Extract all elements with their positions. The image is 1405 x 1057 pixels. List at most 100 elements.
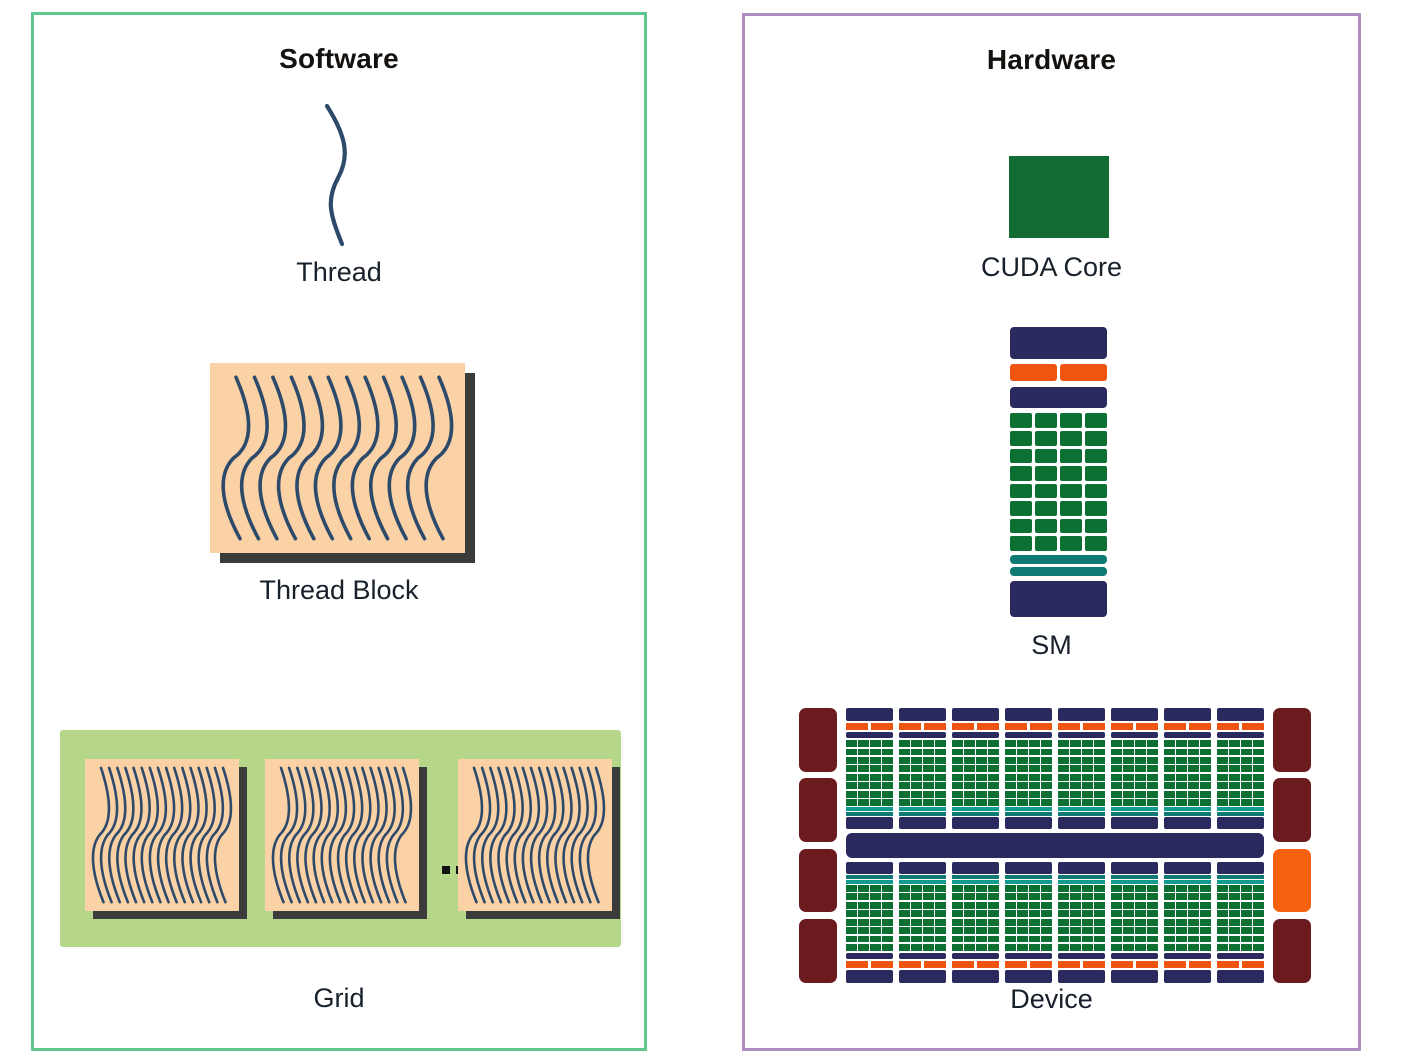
device-sm-core-cell xyxy=(1123,935,1134,943)
device-sm-core-cell xyxy=(964,935,975,943)
device-sm-dispatch-unit xyxy=(1135,961,1158,968)
device-sm-core-cell xyxy=(1229,935,1240,943)
device-sm-core-cell xyxy=(1111,910,1122,918)
device-sm-core-cell xyxy=(1164,935,1175,943)
sm-cuda-core-cell xyxy=(1010,413,1032,429)
thread-line xyxy=(258,375,288,541)
device-sm-core-cell xyxy=(1029,910,1040,918)
device-sm-core-cell xyxy=(1253,748,1264,756)
sm-dispatch-units xyxy=(1010,364,1107,382)
device-sm-core-cell xyxy=(1041,884,1052,892)
device-sm-core-cell xyxy=(911,799,922,807)
device-sm-core-array xyxy=(1005,884,1052,951)
device-sm-core-cell xyxy=(1164,756,1175,764)
device-sm-lsu-2 xyxy=(1058,811,1105,816)
device-sm-core-cell xyxy=(1147,884,1158,892)
device-sm-register-file xyxy=(899,952,946,960)
device-sm-core-cell xyxy=(1017,756,1028,764)
device-sm-core-array xyxy=(1111,884,1158,951)
device-sm-core-cell xyxy=(1094,935,1105,943)
device-sm-core-cell xyxy=(1164,790,1175,798)
device-sm-core-cell xyxy=(1123,918,1134,926)
device-sm-core-cell xyxy=(935,740,946,747)
device-sm-core-cell xyxy=(870,927,881,935)
device-sm-core-cell xyxy=(935,765,946,773)
device-sm-core-cell xyxy=(1147,748,1158,756)
sm-caption: SM xyxy=(1031,630,1072,660)
device-sm-core-cell xyxy=(952,765,963,773)
device-sm-dispatch xyxy=(899,961,946,968)
thread-line xyxy=(481,766,500,904)
device-sm-dispatch xyxy=(1164,723,1211,730)
device-sm-core-cell xyxy=(1147,910,1158,918)
device-sm-core-cell xyxy=(1200,782,1211,790)
cuda-core-icon xyxy=(1009,156,1109,238)
device-sm-core-cell xyxy=(882,927,893,935)
device-sm-core-cell xyxy=(1253,765,1264,773)
device-sm-core-cell xyxy=(1200,756,1211,764)
device-sm-core-cell xyxy=(1200,935,1211,943)
device-sm-core-cell xyxy=(1111,918,1122,926)
device-sm-core-cell xyxy=(1229,910,1240,918)
device-sm-core-cell xyxy=(1123,799,1134,807)
grid-block-3-face xyxy=(458,759,612,911)
device-sm-core-cell xyxy=(923,748,934,756)
device-sm-core-cell xyxy=(1229,927,1240,935)
device-sm-core-cell xyxy=(846,910,857,918)
device-sm-core-cell xyxy=(858,910,869,918)
device-sm-core-cell xyxy=(1082,901,1093,909)
device-sm-core-cell xyxy=(1229,790,1240,798)
device-sm-core-cell xyxy=(1229,943,1240,951)
software-panel-title: Software xyxy=(279,43,399,74)
thread-line xyxy=(99,766,119,904)
device-sm-core-cell xyxy=(976,799,987,807)
device-sm-core-array xyxy=(1111,740,1158,807)
device-sm-core-cell xyxy=(1123,748,1134,756)
device-sm-core-cell xyxy=(899,756,910,764)
cuda-core-caption: CUDA Core xyxy=(980,252,1123,282)
device-sm-core-cell xyxy=(1241,918,1252,926)
device-sm-core-cell xyxy=(1176,756,1187,764)
device-sm-shared-memory xyxy=(1005,816,1052,830)
device-sm-core-cell xyxy=(1229,748,1240,756)
device-sm-core-cell xyxy=(911,901,922,909)
device-sm-core-cell xyxy=(1111,782,1122,790)
device-sm-core-cell xyxy=(1188,935,1199,943)
device-sm-core-cell xyxy=(1229,756,1240,764)
device-sm-core-cell xyxy=(1147,756,1158,764)
device-sm-core-cell xyxy=(1017,765,1028,773)
device-sm-core-cell xyxy=(1241,765,1252,773)
device-sm-core-cell xyxy=(1111,927,1122,935)
device-sm-lsu-1 xyxy=(952,807,999,811)
device-sm-lsu-1 xyxy=(1217,880,1264,884)
device-sm-shared-memory xyxy=(899,816,946,830)
device-sm-core-cell xyxy=(911,918,922,926)
sm-lsu-bar-1 xyxy=(1010,555,1107,565)
device-sm-core-cell xyxy=(923,765,934,773)
thread-line xyxy=(91,766,111,904)
device-sm-core-cell xyxy=(846,782,857,790)
thread-line xyxy=(276,375,306,541)
device-sm-core-cell xyxy=(1041,943,1052,951)
device-sm-core-cell xyxy=(1164,782,1175,790)
device-sm-core-cell xyxy=(882,935,893,943)
sm-cuda-core-cell xyxy=(1010,483,1032,499)
device-sm-core-cell xyxy=(1094,790,1105,798)
grid-thread-block-3 xyxy=(458,759,620,919)
device-sm-dispatch-unit xyxy=(1029,723,1052,730)
device-sm-core-cell xyxy=(1123,782,1134,790)
device-sm-core-cell xyxy=(1188,884,1199,892)
device-sm-dispatch-unit xyxy=(1111,961,1134,968)
device-sm-core-cell xyxy=(923,935,934,943)
device-sm-core-cell xyxy=(1229,782,1240,790)
device-sm-scheduler xyxy=(952,969,999,983)
device-sm-core-cell xyxy=(988,927,999,935)
device-sm-core-cell xyxy=(1164,943,1175,951)
device-sm-unit xyxy=(1164,861,1211,983)
device-sm-core-cell xyxy=(1070,773,1081,781)
device-sm-core-cell xyxy=(911,782,922,790)
device-sm-core-cell xyxy=(1082,790,1093,798)
device-sm-core-cell xyxy=(870,756,881,764)
device-sm-core-cell xyxy=(1070,893,1081,901)
device-memory-block xyxy=(1273,778,1311,842)
